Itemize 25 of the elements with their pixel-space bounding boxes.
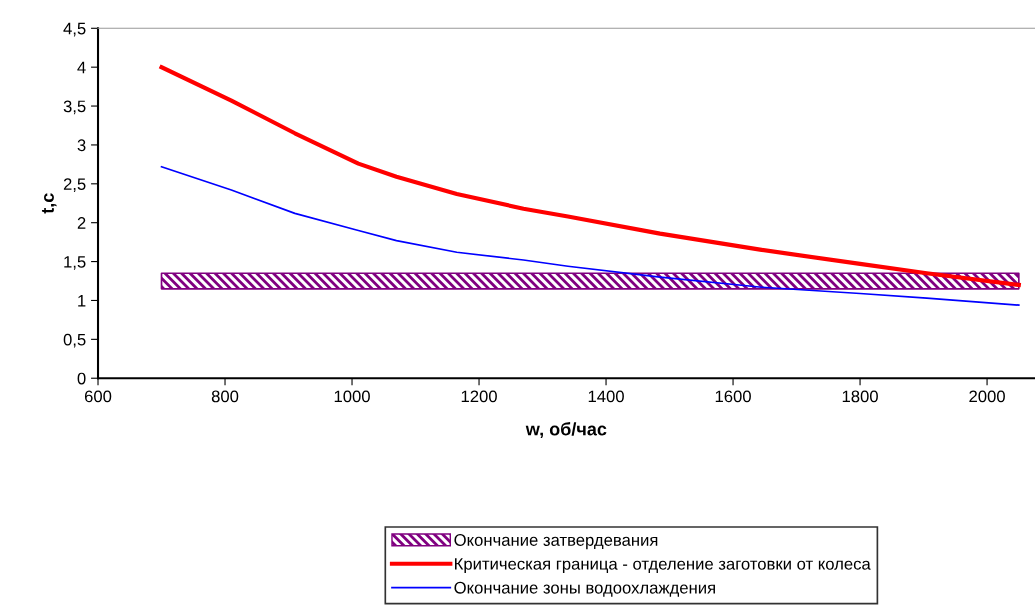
legend-label: Окончание затвердевания <box>454 534 658 550</box>
x-tick-label: 1200 <box>461 390 497 403</box>
y-tick-label: 2 <box>77 217 86 229</box>
x-tick-label: 1000 <box>334 390 370 403</box>
legend-label: Окончание зоны водоохлаждения <box>454 581 715 597</box>
y-tick-label: 0,5 <box>63 333 86 348</box>
line-series <box>160 165 1020 306</box>
x-tick-label: 1400 <box>588 390 624 403</box>
legend-label: Критическая граница - отделение заготовки от колеса <box>455 558 871 574</box>
x-tick-label: 1600 <box>715 390 751 403</box>
x-axis-title: w, об/час <box>525 422 607 439</box>
y-tick-label: 3,5 <box>63 100 86 115</box>
line-series <box>159 65 1021 287</box>
y-tick-label: 4,5 <box>63 22 86 37</box>
x-tick-label: 800 <box>211 390 239 403</box>
y-tick-label: 1 <box>78 295 86 307</box>
y-tick-label: 3 <box>77 139 86 152</box>
y-tick-label: 0 <box>77 372 86 385</box>
y-tick-label: 1,5 <box>64 256 86 270</box>
y-tick-label: 4 <box>77 61 86 74</box>
x-tick-label: 2000 <box>969 390 1005 403</box>
x-tick-label: 600 <box>84 390 112 403</box>
y-axis-title: t,c <box>41 193 57 214</box>
x-tick-label: 1800 <box>842 390 878 403</box>
y-tick-label: 2,5 <box>63 178 86 192</box>
